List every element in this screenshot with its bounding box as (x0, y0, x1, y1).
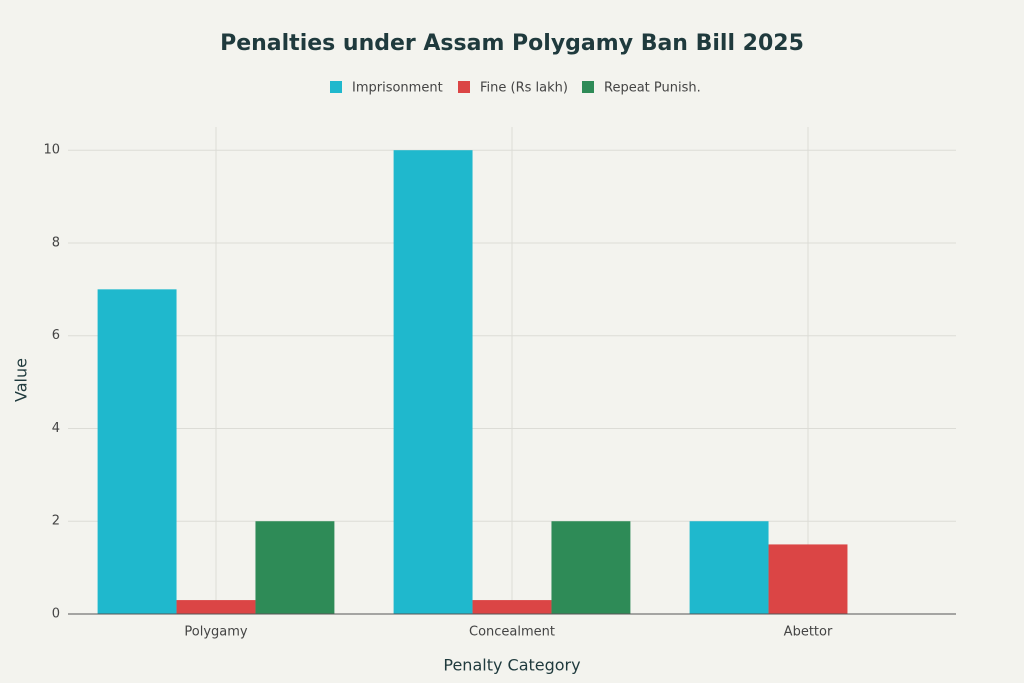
bar (689, 521, 769, 614)
legend-label: Imprisonment (352, 81, 443, 96)
x-axis-label: Penalty Category (443, 656, 580, 675)
legend-swatch (582, 81, 594, 93)
bar (176, 600, 256, 614)
bar (551, 521, 631, 614)
x-tick-label: Concealment (469, 625, 555, 640)
x-tick-label: Abettor (784, 625, 833, 640)
y-tick-label: 10 (43, 143, 60, 158)
chart-title: Penalties under Assam Polygamy Ban Bill … (220, 31, 804, 56)
y-tick-label: 8 (52, 235, 60, 250)
bar (768, 544, 848, 614)
legend-swatch (458, 81, 470, 93)
y-tick-label: 6 (52, 328, 60, 343)
legend-label: Repeat Punish. (604, 81, 701, 96)
bar (255, 521, 335, 614)
bar (472, 600, 552, 614)
y-tick-label: 4 (52, 421, 60, 436)
legend-swatch (330, 81, 342, 93)
bar (97, 289, 177, 614)
bar (393, 150, 473, 614)
y-axis-label: Value (12, 358, 31, 402)
legend-label: Fine (Rs lakh) (480, 81, 568, 96)
y-tick-label: 0 (52, 607, 60, 622)
y-tick-label: 2 (52, 514, 60, 529)
x-tick-label: Polygamy (184, 625, 248, 640)
